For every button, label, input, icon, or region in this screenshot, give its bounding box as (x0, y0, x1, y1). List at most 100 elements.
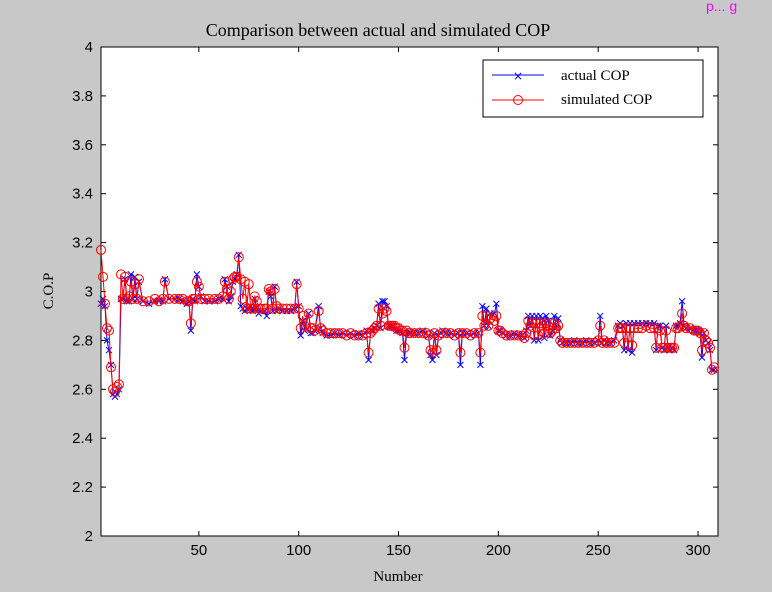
data-point (473, 328, 484, 339)
data-point (261, 303, 272, 314)
chart-title: Comparison between actual and simulated … (206, 20, 550, 40)
data-point (421, 328, 432, 339)
y-tick-label: 2.2 (72, 479, 93, 496)
data-point (431, 345, 442, 356)
data-point (233, 252, 244, 263)
data-point (551, 323, 562, 334)
y-tick-label: 2.6 (72, 381, 93, 398)
data-point (595, 320, 606, 331)
legend-actual-marker: × (513, 69, 523, 83)
data-point (401, 356, 408, 364)
data-point (698, 354, 706, 361)
data-point (381, 306, 392, 317)
data-point (483, 305, 490, 312)
data-point (105, 346, 113, 354)
data-point (185, 318, 196, 329)
data-point (285, 303, 296, 314)
data-point (673, 323, 684, 334)
x-tick-label: 300 (686, 542, 711, 559)
data-point (297, 332, 305, 339)
data-point (423, 330, 434, 341)
data-point (475, 347, 486, 358)
data-point (629, 323, 640, 334)
data-point (555, 335, 566, 346)
plot-area (100, 46, 719, 537)
data-point (705, 342, 716, 353)
data-point (121, 293, 132, 304)
data-point (609, 337, 620, 348)
data-point (399, 342, 410, 353)
data-point (550, 312, 558, 320)
data-point (137, 296, 148, 307)
data-point (417, 328, 428, 339)
data-point (661, 325, 672, 336)
data-point (569, 337, 580, 348)
data-point (143, 296, 154, 307)
data-point (621, 323, 632, 334)
series-simulated (96, 244, 720, 397)
data-point (127, 293, 138, 304)
data-point (678, 297, 686, 305)
data-point (349, 330, 360, 341)
x-tick-label: 250 (586, 542, 611, 559)
data-point (707, 364, 718, 375)
data-point (483, 320, 494, 331)
data-point (225, 286, 236, 297)
y-tick-label: 3.8 (72, 88, 93, 105)
data-point (429, 356, 436, 364)
data-point (695, 328, 706, 339)
data-point (479, 302, 486, 310)
data-point (469, 328, 480, 339)
data-point (625, 323, 636, 334)
data-point (581, 337, 592, 348)
data-point (645, 323, 656, 334)
data-point (577, 337, 588, 348)
data-point (649, 323, 660, 334)
data-point (561, 337, 572, 348)
data-point (163, 293, 174, 304)
data-point (617, 323, 628, 334)
y-tick-label: 2.8 (72, 332, 93, 349)
data-point (241, 303, 252, 314)
data-point (269, 284, 280, 295)
data-point (554, 315, 562, 322)
data-point (169, 293, 180, 304)
data-point (675, 320, 686, 331)
data-point (599, 335, 610, 346)
data-point (119, 271, 130, 282)
data-point (195, 293, 206, 304)
data-point (203, 293, 214, 304)
data-point (325, 328, 336, 339)
data-point (193, 271, 201, 278)
data-point (457, 361, 464, 369)
y-tick-label: 3 (85, 284, 93, 301)
data-point (315, 323, 326, 334)
data-point (249, 291, 260, 302)
data-point (597, 337, 608, 348)
data-point (273, 303, 284, 314)
x-tick-label: 50 (190, 542, 207, 559)
corner-text: p... g (706, 0, 737, 14)
data-point (303, 308, 314, 319)
data-point (371, 320, 382, 331)
data-point (157, 293, 168, 304)
data-point (425, 345, 436, 356)
data-point (479, 320, 490, 331)
data-point (97, 300, 105, 308)
data-point (409, 328, 420, 339)
data-point (693, 325, 704, 336)
data-point (313, 306, 324, 317)
data-point (297, 310, 308, 321)
data-point (289, 303, 300, 314)
data-point (627, 340, 638, 351)
data-point (291, 279, 302, 290)
y-axis-label: C.O.P (41, 273, 57, 310)
data-point (519, 332, 530, 343)
data-point (699, 328, 710, 339)
data-point (243, 279, 254, 290)
legend-actual-label: actual COP (561, 68, 630, 84)
data-point (529, 330, 540, 341)
data-point (191, 276, 202, 287)
data-point (413, 328, 424, 339)
y-tick-label: 2.4 (72, 430, 93, 447)
